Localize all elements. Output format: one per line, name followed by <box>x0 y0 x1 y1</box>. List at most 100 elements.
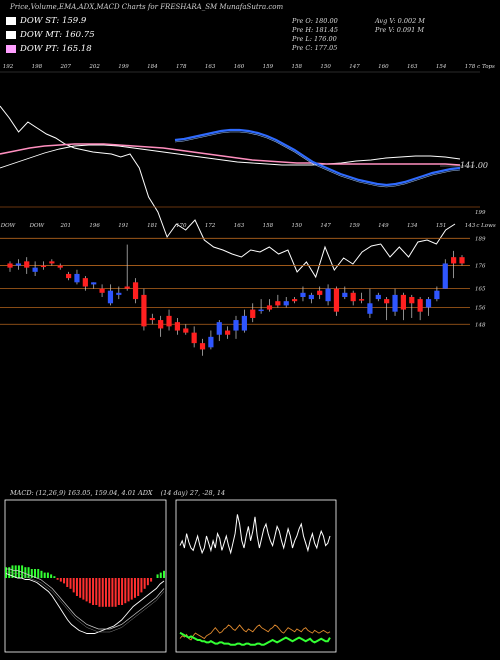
macd-histogram-bar <box>108 578 111 607</box>
macd-histogram-bar <box>121 578 124 605</box>
candle-body <box>225 330 231 335</box>
candle-body <box>434 290 440 300</box>
candle-body <box>266 305 273 310</box>
macd-histogram-bar <box>92 578 95 605</box>
lows-axis-label: c Lows <box>476 223 496 229</box>
macd-histogram-bar <box>163 570 165 578</box>
ema-short-line-shadow <box>174 131 461 188</box>
ema-pink-line <box>0 143 461 166</box>
candle-body <box>258 309 264 312</box>
macd-histogram-bar <box>127 578 130 602</box>
candle-body <box>308 294 314 300</box>
candle-body <box>375 294 381 300</box>
macd-histogram-bar <box>133 578 136 598</box>
macd-histogram-bar <box>11 565 14 578</box>
candle-body <box>342 292 348 297</box>
bottom-tick-label: 172 <box>205 223 216 229</box>
macd-signal-line <box>6 568 165 630</box>
top-tick-label: 198 <box>32 64 43 70</box>
macd-histogram-bar <box>63 578 66 584</box>
macd-histogram-bar <box>43 572 46 578</box>
bottom-tick-label: 181 <box>147 223 158 229</box>
candle-body <box>82 278 88 287</box>
candle-body <box>141 294 147 327</box>
candle-body <box>442 263 448 289</box>
top-tick-label: 192 <box>3 64 14 70</box>
candle-body <box>333 288 340 312</box>
candle-body <box>74 273 80 283</box>
top-tick-label: 159 <box>263 64 274 70</box>
macd-histogram-bar <box>53 576 56 578</box>
candle-body <box>350 292 356 302</box>
candle-body <box>283 301 289 306</box>
top-tick-label: 160 <box>378 64 389 70</box>
macd-histogram-bar <box>137 578 140 596</box>
macd-histogram-bar <box>24 567 27 578</box>
legend-dow-pt: DOW PT: 165.18 <box>6 44 92 54</box>
candle-body <box>49 261 55 264</box>
macd-histogram-bar <box>34 569 37 578</box>
candle-body <box>409 297 415 304</box>
candle-body <box>191 332 197 344</box>
adx-di-white-line <box>179 514 331 555</box>
top-tick-label: 163 <box>205 64 216 70</box>
macd-histogram-bar <box>159 572 162 578</box>
candle-body <box>91 282 97 285</box>
candle-body <box>116 292 122 295</box>
ohlc-prev-low: Pre L: 176.00 <box>292 35 337 43</box>
bottom-tick-label: DOW <box>29 223 46 229</box>
legend-label-mt: DOW MT: 160.75 <box>20 30 95 40</box>
candle-body <box>241 315 247 331</box>
macd-histogram-bar <box>150 578 153 582</box>
candle-body <box>216 322 222 335</box>
candle-body <box>65 273 72 279</box>
macd-histogram-bar <box>95 578 98 605</box>
candle-body <box>7 263 13 268</box>
bottom-tick-label: 134 <box>407 223 418 229</box>
ema-long-line <box>0 144 461 169</box>
bottom-tick-label: 196 <box>89 223 100 229</box>
bottom-tick-label: 151 <box>436 223 447 229</box>
top-tick-label: 158 <box>292 64 303 70</box>
macd-histogram-bar <box>14 565 17 578</box>
candle-body <box>425 299 432 308</box>
bottom-tick-label: 147 <box>320 223 331 229</box>
candle-body <box>384 299 390 304</box>
low-right-label: 199 <box>475 210 486 216</box>
price-level-label: 176 <box>475 264 486 270</box>
macd-histogram-bar <box>117 578 120 605</box>
candle-body <box>358 299 365 301</box>
macd-histogram-bar <box>59 578 62 582</box>
macd-header: MACD: (12,26,9) 163.05, 159.04, 4.01 ADX… <box>10 489 225 497</box>
candle-body <box>107 290 114 304</box>
bottom-tick-label: 158 <box>263 223 274 229</box>
candle-body <box>24 261 30 268</box>
bottom-tick-label: 201 <box>60 223 72 229</box>
candle-body <box>149 317 155 321</box>
macd-histogram-bar <box>17 565 20 578</box>
bottom-tick-label: 149 <box>378 223 389 229</box>
macd-histogram-bar <box>46 572 49 578</box>
bottom-tick-label: 191 <box>118 223 129 229</box>
adx-di-orange-line <box>179 624 331 641</box>
top-tick-label: 184 <box>147 64 158 70</box>
candle-body <box>325 288 331 302</box>
macd-histogram-bar <box>140 578 143 593</box>
ohlc-prev-volume: Pre V: 0.091 M <box>375 26 425 34</box>
ohlc-prev-high: Pre H: 181.45 <box>292 26 339 34</box>
legend-dow-st: DOW ST: 159.9 <box>6 16 86 26</box>
macd-histogram-bar <box>66 578 69 587</box>
legend-label-pt: DOW PT: 165.18 <box>20 44 92 54</box>
top-tick-label: 147 <box>349 64 360 70</box>
candle-body <box>367 303 373 314</box>
top-tick-label: 202 <box>88 64 100 70</box>
top-tick-label: 154 <box>436 64 447 70</box>
candle-body <box>291 299 298 302</box>
bottom-tick-label: 163 <box>234 223 245 229</box>
legend-swatch-pt <box>6 45 16 53</box>
candle-body <box>275 301 281 306</box>
bottom-tick-label: 143 <box>465 223 476 229</box>
candle-body <box>57 265 63 268</box>
macd-histogram-bar <box>104 578 107 607</box>
